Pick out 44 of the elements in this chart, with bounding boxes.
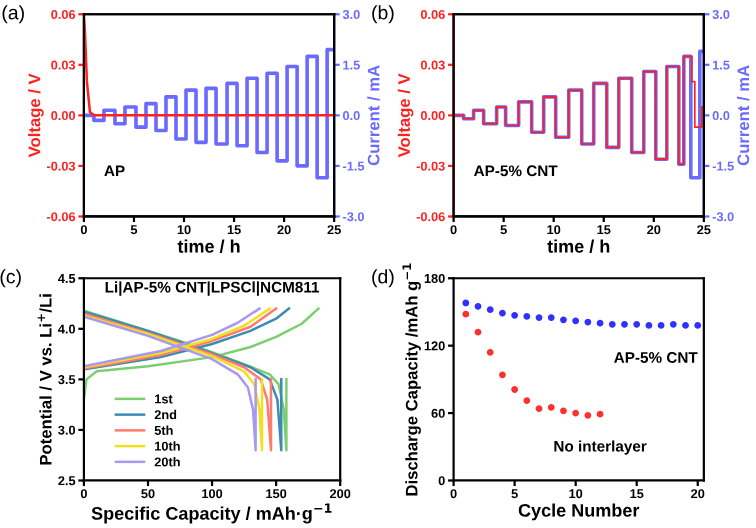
y2-axis-title: Current / mA: [736, 65, 750, 166]
chart-title: (a): [2, 5, 24, 24]
y-axis-title: Discharge Capacity /mAh g$^{−1}$: [402, 263, 421, 496]
point: [572, 317, 580, 325]
chart-title: (c): [0, 269, 21, 288]
y-axis-title: Voltage / V: [28, 73, 44, 158]
point: [474, 302, 482, 310]
point: [596, 319, 604, 327]
point: [560, 316, 567, 324]
point: [511, 311, 519, 319]
point: [462, 310, 470, 318]
point: [572, 409, 580, 417]
point: [694, 322, 702, 329]
point: [547, 404, 555, 411]
point: [499, 309, 506, 317]
point: [584, 411, 592, 419]
point: [462, 299, 470, 307]
point: [621, 320, 628, 328]
point: [682, 322, 689, 329]
y-axis-title: Potential / V vs. Li$^{+}$/Li: [37, 294, 52, 465]
point: [499, 371, 506, 379]
point: [596, 410, 604, 418]
x-axis-title: time / h: [177, 239, 240, 253]
point: [657, 322, 665, 329]
point: [523, 313, 531, 320]
point: [523, 397, 531, 405]
y2-axis-title: Current / mA: [367, 65, 380, 166]
point: [645, 322, 653, 329]
point: [560, 407, 567, 415]
chart-title: (d): [372, 269, 394, 288]
point: [633, 320, 641, 328]
point: [486, 349, 494, 356]
x-axis-title: Specific Capacity / mAh·g$^{−1}$: [91, 503, 332, 524]
x-axis-title: time / h: [547, 239, 610, 253]
x-axis-title: Cycle Number: [518, 503, 640, 521]
y-axis-title: Voltage / V: [397, 73, 414, 158]
point: [547, 314, 555, 321]
point: [669, 320, 677, 328]
point: [535, 314, 543, 321]
chart-title: (b): [372, 5, 394, 24]
point: [535, 405, 543, 412]
point: [608, 320, 616, 328]
point: [511, 386, 519, 393]
point: [486, 306, 494, 314]
